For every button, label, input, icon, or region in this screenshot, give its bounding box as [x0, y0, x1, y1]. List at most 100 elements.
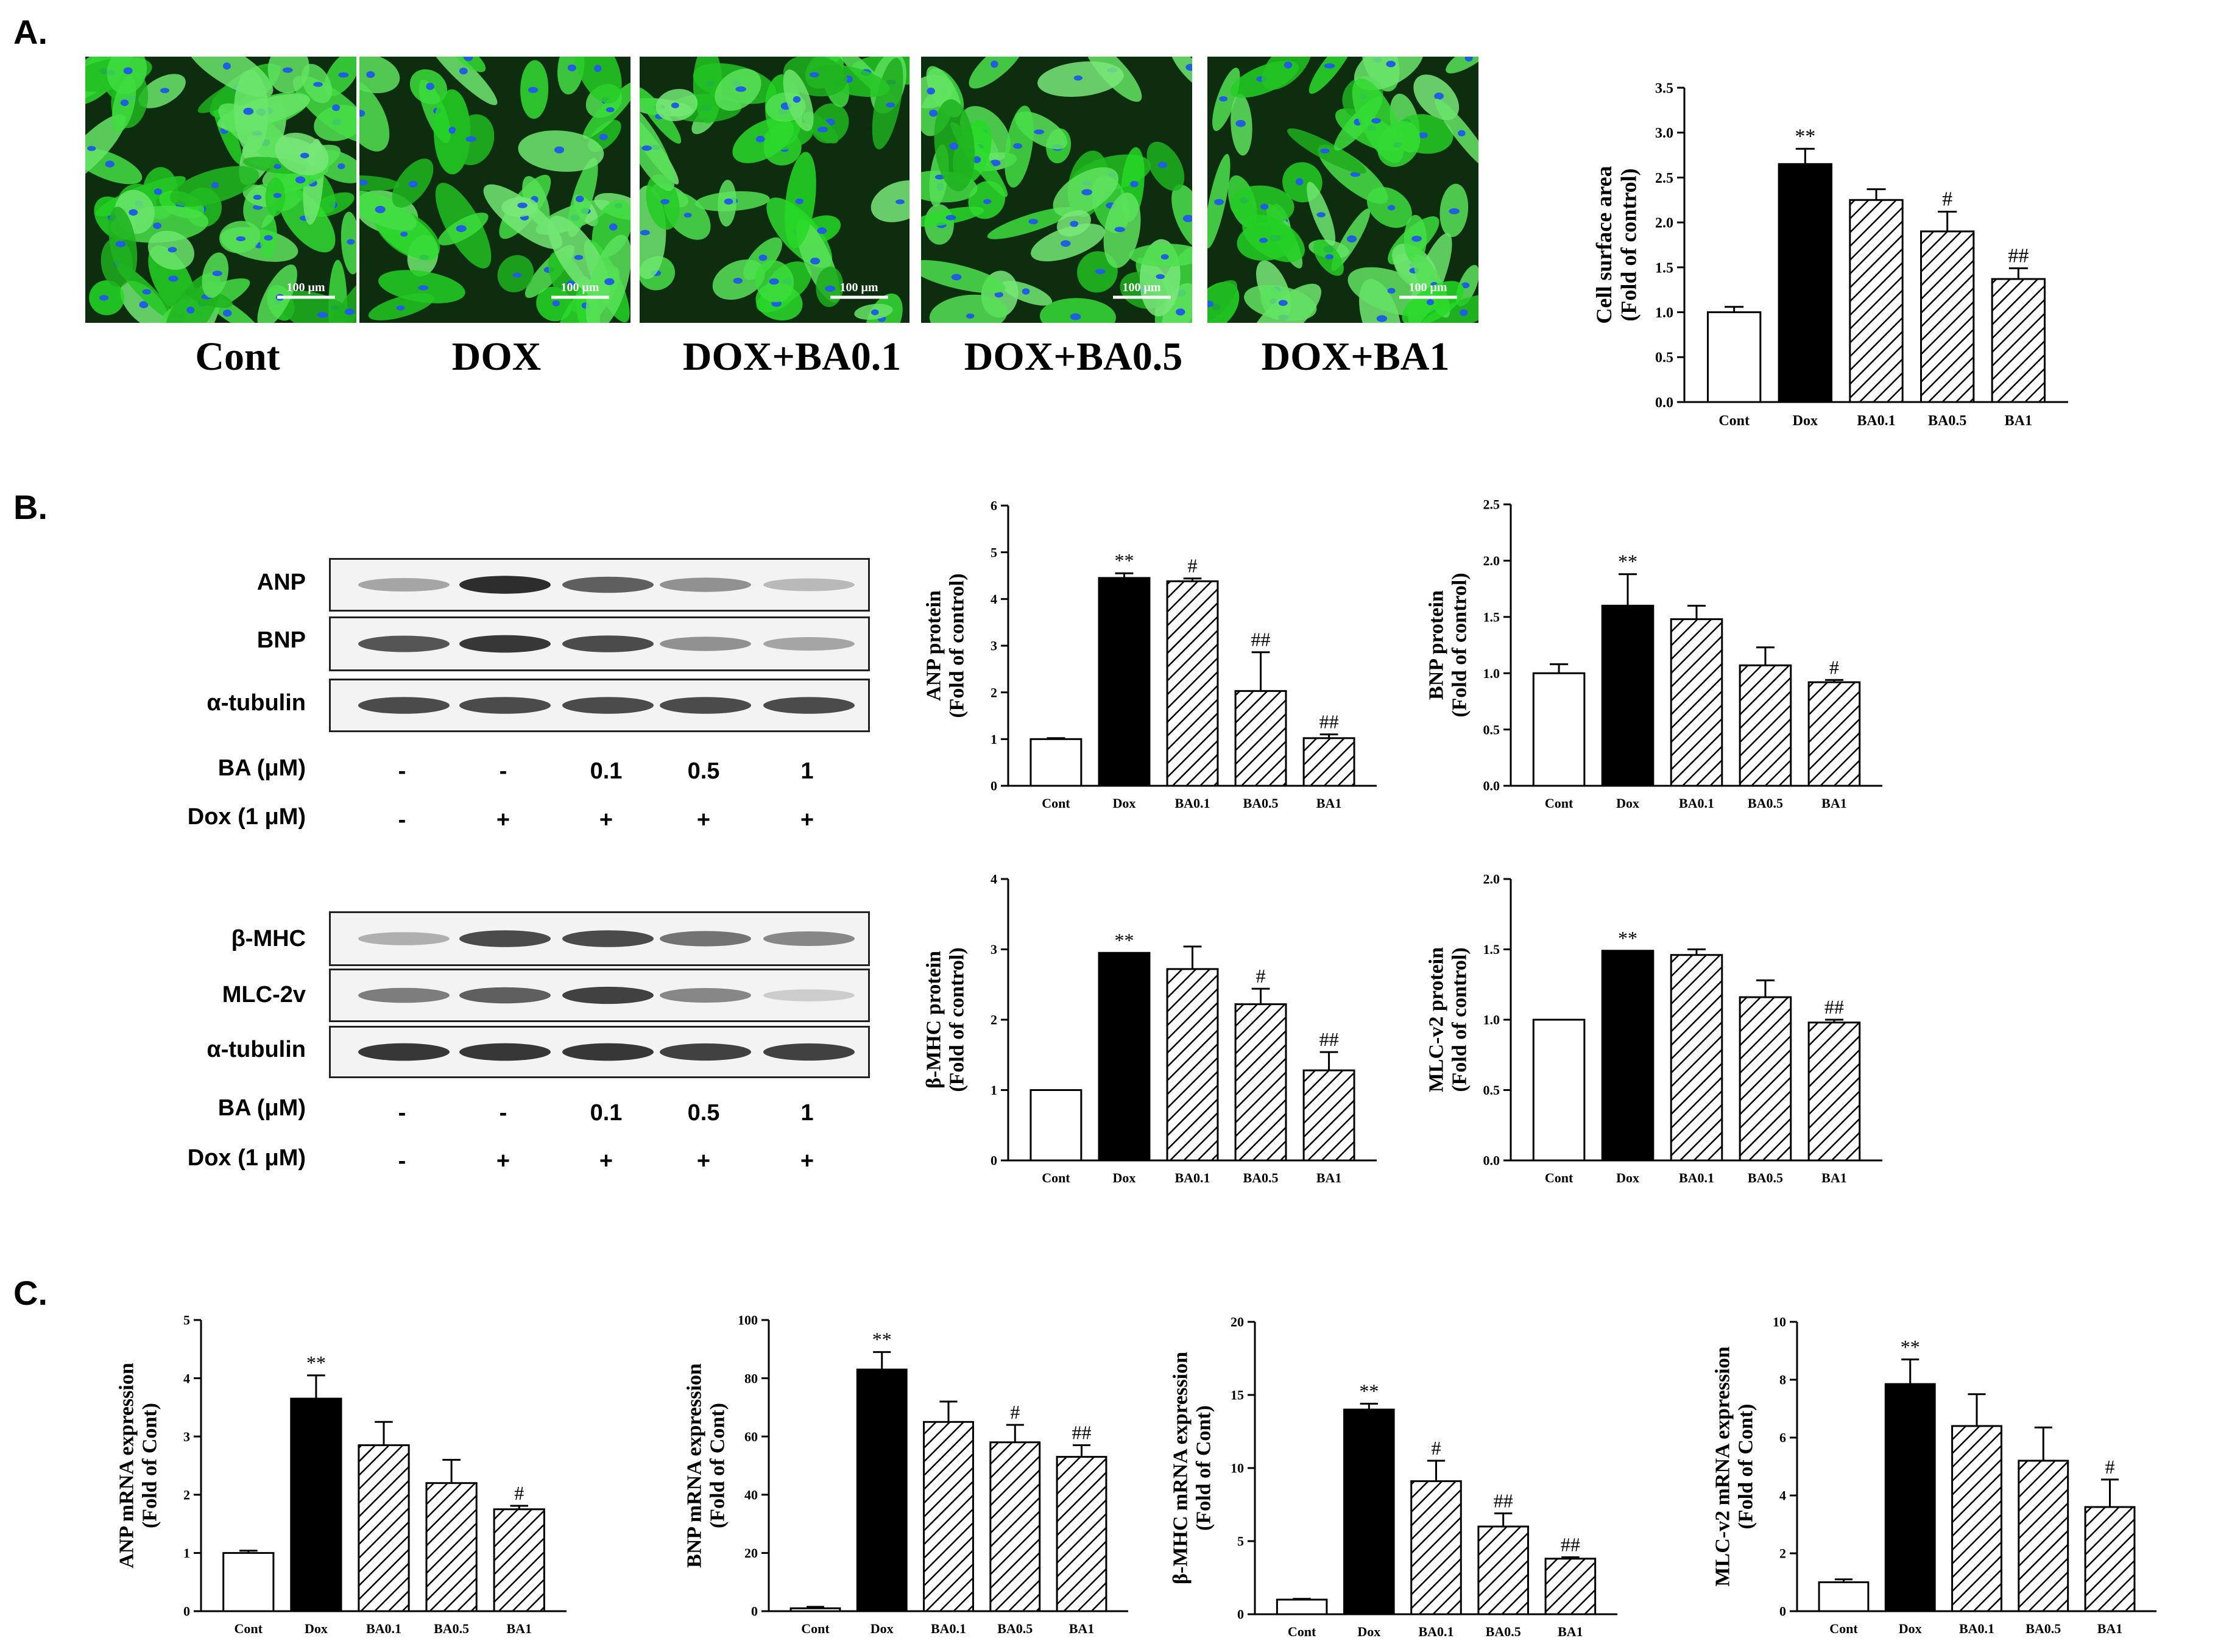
x-tick-label: BA1	[1316, 1170, 1342, 1185]
x-tick-label: Cont	[1042, 1170, 1070, 1185]
bar	[1343, 1408, 1395, 1615]
x-tick-label: BA0.5	[1243, 1170, 1279, 1185]
blot-band	[763, 931, 855, 946]
bar	[1670, 618, 1723, 787]
x-tick-label: BA0.1	[1857, 413, 1895, 429]
y-tick-label: 0	[183, 1604, 190, 1619]
blot-band	[358, 987, 450, 1003]
microscopy-image: 100 μm	[1207, 57, 1478, 323]
y-tick-label: 20	[1231, 1315, 1244, 1330]
significance-mark: ##	[1072, 1422, 1092, 1444]
y-tick-label: 4	[1779, 1488, 1786, 1503]
bar	[222, 1551, 275, 1612]
y-tick-label: 3	[991, 942, 997, 957]
x-tick-label: BA0.5	[1486, 1624, 1521, 1639]
bar	[1707, 311, 1762, 403]
significance-mark: **	[1901, 1336, 1920, 1358]
ba-value: 0.1	[590, 758, 623, 784]
y-tick-label: 3.5	[1655, 80, 1673, 96]
x-tick-label: Cont	[1545, 1170, 1573, 1185]
y-axis-label: (Fold of Cont)	[138, 1403, 161, 1528]
significance-mark: **	[1359, 1380, 1379, 1402]
x-tick-label: BA1	[1821, 1170, 1847, 1185]
x-tick-label: Dox	[1357, 1624, 1380, 1639]
y-tick-label: 0.0	[1483, 1153, 1500, 1168]
bar	[856, 1368, 908, 1612]
significance-mark: **	[1114, 549, 1134, 571]
microscopy-image: 100 μm	[359, 57, 630, 323]
blot-label-bnp: BNP	[256, 627, 306, 653]
bar	[1544, 1558, 1597, 1615]
dox-value: -	[398, 1148, 406, 1174]
y-tick-label: 0	[991, 778, 997, 794]
x-tick-label: BA0.5	[2026, 1621, 2061, 1636]
y-tick-label: 2.5	[1483, 497, 1500, 512]
x-tick-label: Dox	[1113, 1170, 1136, 1185]
bar	[1951, 1425, 2002, 1612]
y-tick-label: 5	[1237, 1534, 1244, 1549]
significance-mark: ##	[1494, 1489, 1513, 1511]
blot-band	[459, 987, 551, 1004]
x-tick-label: BA1	[2097, 1621, 2123, 1636]
bar	[1098, 577, 1151, 787]
y-tick-label: 0	[991, 1153, 997, 1168]
significance-mark: #	[1188, 555, 1198, 577]
significance-mark: ##	[1319, 711, 1339, 733]
y-tick-label: 3	[991, 638, 997, 654]
x-tick-label: Cont	[1829, 1621, 1858, 1636]
bar	[1234, 1003, 1287, 1162]
chart-mlc_protein: 0.0 0.5 1.0 1.5 2.0 Cont ** Dox BA0.1 BA0.5 ## BA1 M…	[1425, 872, 1882, 1185]
significance-mark: **	[1618, 551, 1637, 573]
significance-mark: #	[2105, 1456, 2115, 1478]
x-tick-label: BA0.1	[366, 1621, 401, 1636]
x-tick-label: Dox	[1793, 413, 1818, 429]
caption-cont: Cont	[195, 334, 280, 379]
bar	[1477, 1525, 1529, 1615]
chart-anp_mrna: 0 1 2 3 4 5 Cont ** Dox BA0.1 BA0.5 # BA1 ANP mRNA ex…	[115, 1313, 567, 1636]
blot-band	[660, 931, 751, 947]
x-tick-label: BA0.5	[1748, 1170, 1783, 1185]
significance-mark: #	[1010, 1401, 1020, 1423]
y-tick-label: 40	[744, 1488, 758, 1503]
y-axis-label: (Fold of Cont)	[706, 1403, 729, 1528]
blot-band	[660, 988, 751, 1003]
y-axis-label: (Fold of Cont)	[1192, 1405, 1215, 1531]
blot-tubulin-top	[329, 679, 870, 732]
bar	[1601, 604, 1655, 787]
significance-mark: **	[306, 1352, 326, 1374]
y-tick-label: 2.0	[1483, 553, 1500, 568]
panel-label-a: A.	[13, 13, 48, 51]
bar	[1234, 690, 1287, 787]
blot-band	[660, 577, 751, 592]
y-tick-label: 2	[991, 685, 997, 700]
blot-band	[358, 697, 450, 714]
x-tick-label: Cont	[1288, 1624, 1316, 1639]
caption-dox-ba01: DOX+BA0.1	[682, 334, 902, 379]
blot-band	[459, 1043, 551, 1061]
y-tick-label: 2.0	[1655, 216, 1673, 231]
ba-value: 0.5	[687, 1100, 720, 1126]
dox-value: +	[696, 807, 711, 833]
y-tick-label: 1.5	[1483, 942, 1500, 957]
significance-mark: #	[1829, 656, 1839, 678]
chart-mlc_mrna: 0 2 4 6 8 10 Cont ** Dox BA0.1 BA0.5 # BA1 MLC-v2 mRN…	[1711, 1315, 2156, 1636]
x-tick-label: BA0.1	[1174, 1170, 1210, 1185]
blot-band	[358, 635, 450, 652]
blot-band	[763, 1043, 855, 1061]
microscopy-image: 100 μm	[640, 57, 909, 323]
y-tick-label: 5	[991, 545, 997, 560]
blot-band	[562, 986, 654, 1004]
x-tick-label: Dox	[1113, 796, 1136, 811]
blot-band	[660, 637, 751, 651]
dox-value: +	[599, 807, 613, 833]
blot-band	[459, 635, 551, 653]
panel-label-c: C.	[13, 1274, 48, 1312]
x-tick-label: BA1	[1558, 1624, 1583, 1639]
y-axis-label: (Fold of control)	[945, 573, 968, 718]
bar	[1302, 737, 1355, 787]
significance-mark: #	[1432, 1437, 1441, 1459]
y-tick-label: 0	[751, 1604, 758, 1619]
significance-mark: **	[1795, 125, 1815, 147]
scale-bar-label: 100 μm	[840, 281, 878, 294]
y-axis-label: (Fold of control)	[1448, 947, 1471, 1092]
